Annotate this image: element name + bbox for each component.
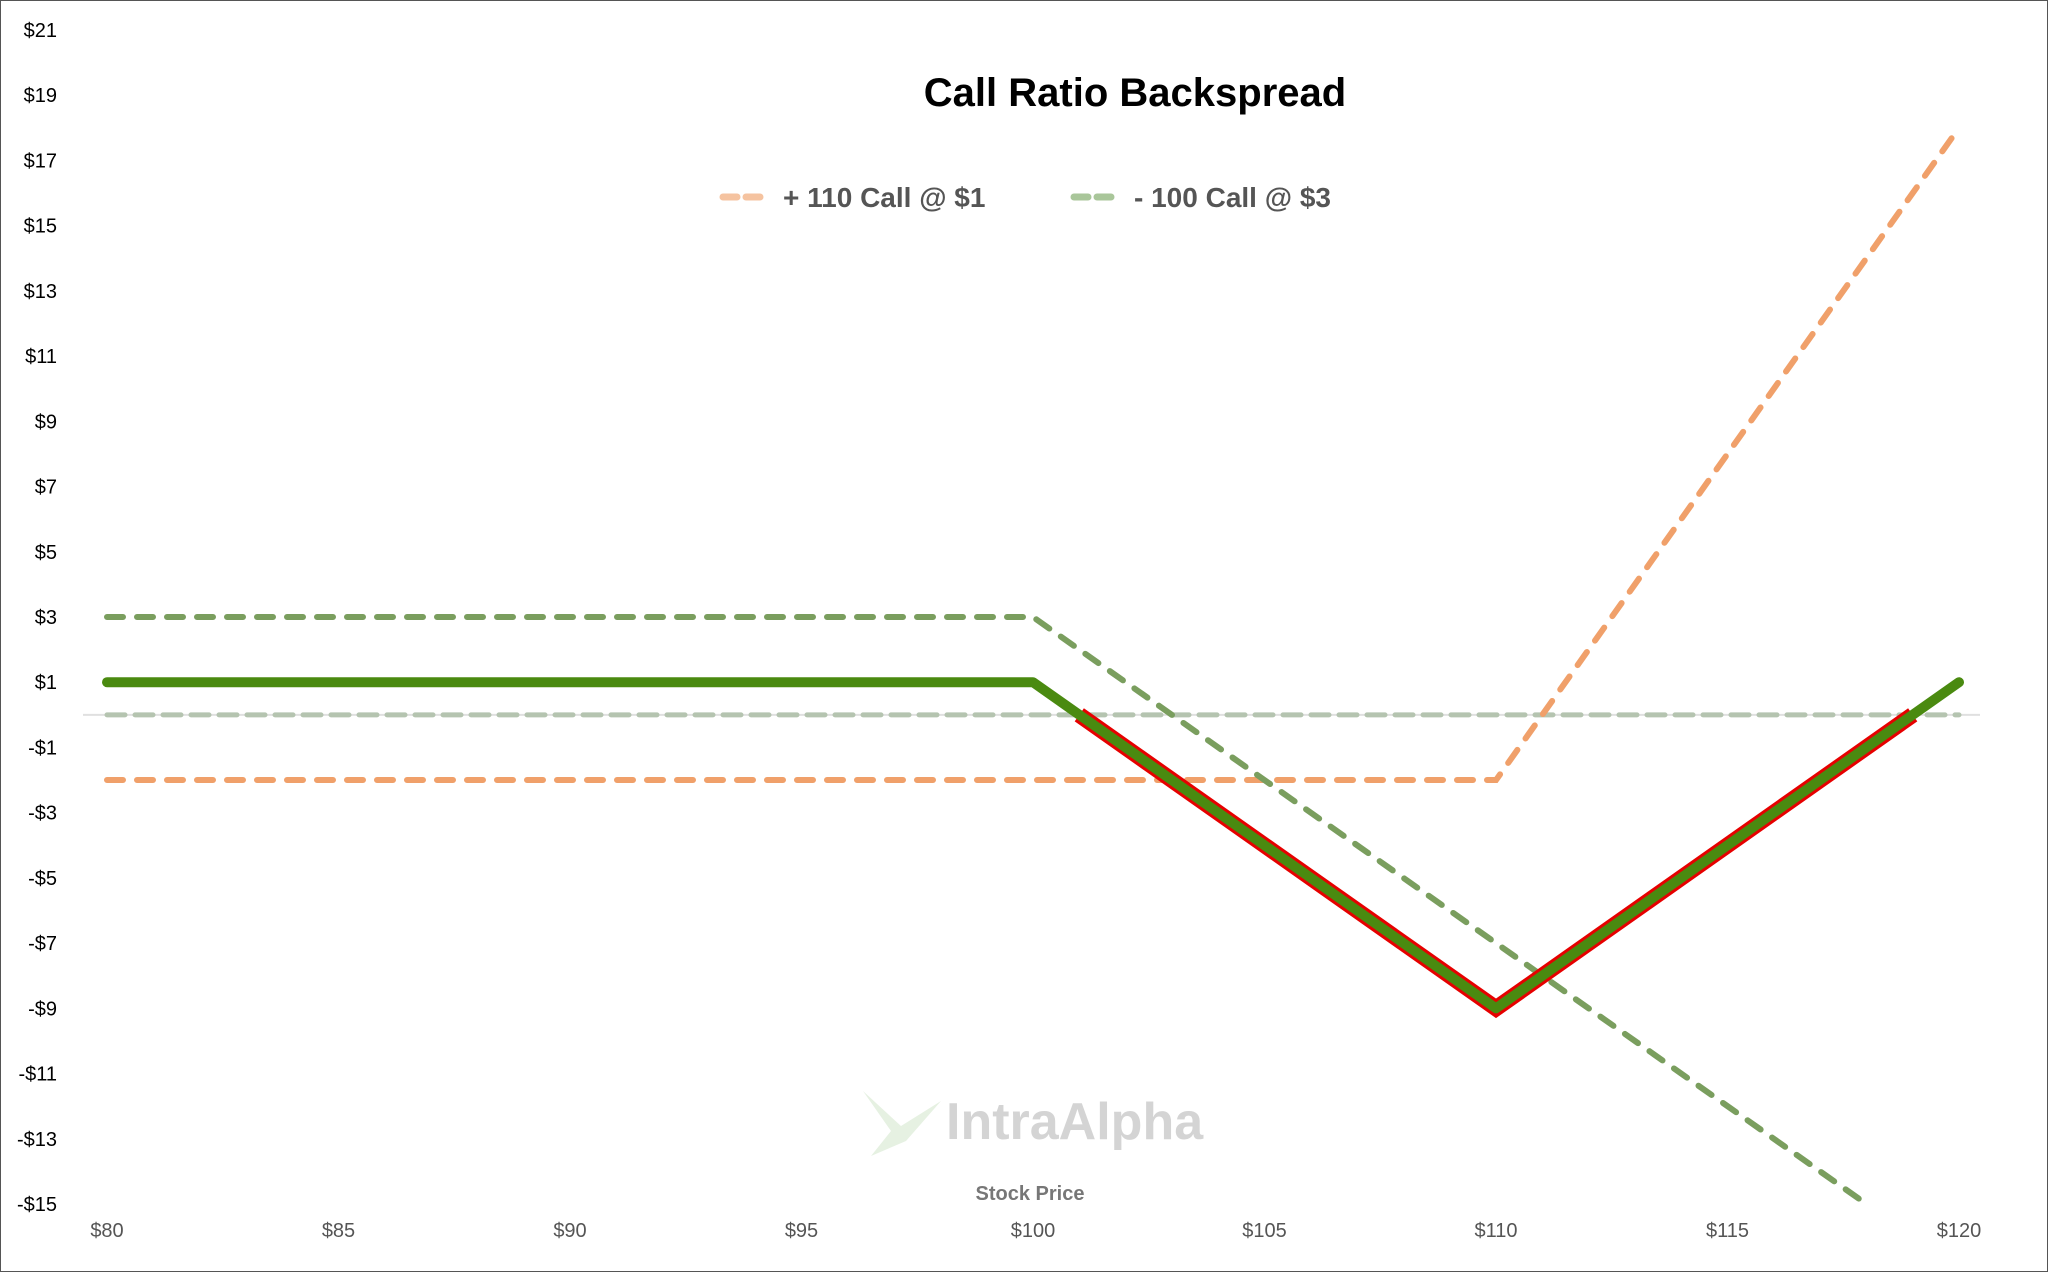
legend-label: - 100 Call @ $3 <box>1134 182 1331 213</box>
y-tick-label: $1 <box>35 672 57 694</box>
x-axis-title: Stock Price <box>976 1183 1085 1205</box>
y-tick-label: -$9 <box>28 998 57 1020</box>
net-payoff-loss-region <box>1074 708 1918 1019</box>
legend: + 110 Call @ $1 - 100 Call @ $3 <box>719 182 1331 213</box>
y-tick-label: $9 <box>35 411 57 433</box>
y-tick-label: $13 <box>24 281 57 303</box>
x-tick-label: $115 <box>1706 1220 1749 1242</box>
y-tick-label: $15 <box>24 216 57 238</box>
y-tick-label: -$1 <box>28 737 57 759</box>
x-tick-label: $100 <box>1011 1220 1056 1242</box>
net-payoff-line <box>102 677 1964 1014</box>
y-tick-label: $11 <box>25 346 57 368</box>
x-tick-label: $90 <box>553 1220 586 1242</box>
x-tick-label: $95 <box>785 1220 818 1242</box>
x-tick-label: $80 <box>90 1220 123 1242</box>
y-tick-label: $19 <box>24 85 57 107</box>
y-tick-label: $17 <box>24 150 57 172</box>
legend-label: + 110 Call @ $1 <box>783 182 985 213</box>
y-tick-label: -$11 <box>18 1064 57 1086</box>
y-tick-label: -$3 <box>28 803 57 825</box>
series-line-1 <box>104 614 1870 1207</box>
y-tick-label: -$13 <box>17 1129 57 1151</box>
y-tick-label: $5 <box>35 542 57 564</box>
x-tick-label: $105 <box>1242 1220 1287 1242</box>
series-line-0 <box>104 124 1962 784</box>
chart-title: Call Ratio Backspread <box>924 71 1346 115</box>
y-tick-label: $21 <box>24 20 57 42</box>
y-tick-label: -$5 <box>28 868 57 890</box>
x-tick-label: $120 <box>1937 1220 1982 1242</box>
watermark: IntraAlpha <box>863 1091 1204 1156</box>
x-tick-label: $85 <box>322 1220 355 1242</box>
y-tick-label: -$15 <box>17 1194 57 1216</box>
watermark-text: IntraAlpha <box>946 1093 1204 1151</box>
hummingbird-logo-icon <box>863 1091 941 1156</box>
y-tick-label: $7 <box>35 477 57 499</box>
y-tick-label: -$7 <box>28 933 57 955</box>
y-tick-label: $3 <box>35 607 57 629</box>
x-tick-label: $110 <box>1474 1220 1517 1242</box>
